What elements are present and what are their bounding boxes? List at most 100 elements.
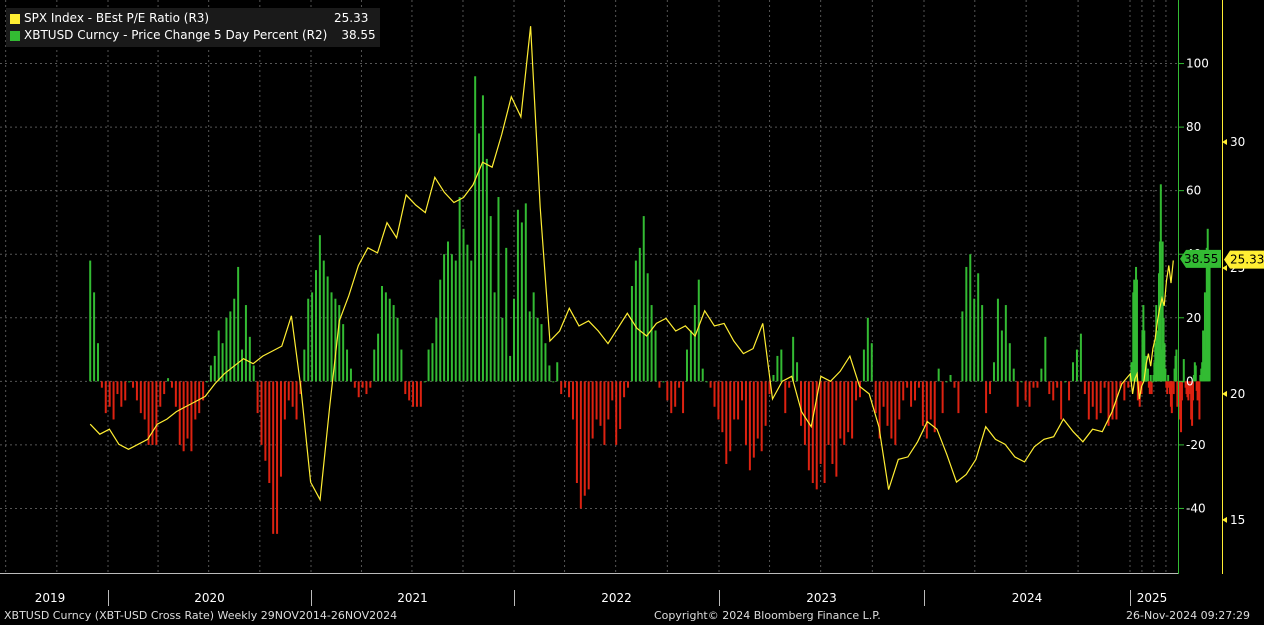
legend-label-pe: SPX Index - BEst P/E Ratio (R3) <box>24 11 210 25</box>
btc-bar <box>392 305 395 382</box>
btc-bar <box>823 381 826 484</box>
btc-bar <box>646 273 649 382</box>
btc-bar <box>1075 349 1078 382</box>
btc-bar <box>268 381 271 484</box>
btc-bar <box>1127 381 1130 388</box>
btc-bars <box>89 76 1211 534</box>
btc-bar <box>603 381 606 445</box>
btc-bar <box>729 381 732 452</box>
btc-bar <box>650 305 653 382</box>
btc-bar <box>965 266 968 382</box>
btc-bar <box>338 305 341 382</box>
btc-bar <box>501 317 504 382</box>
btc-bar <box>132 381 135 388</box>
btc-bar <box>303 349 306 382</box>
btc-bar <box>516 209 519 382</box>
btc-last-value-text: 38.55 <box>1184 252 1218 266</box>
btc-bar <box>638 247 641 382</box>
btc-bar <box>599 381 602 426</box>
btc-bar <box>878 381 881 439</box>
btc-bar <box>619 381 622 429</box>
btc-bar <box>756 381 759 439</box>
btc-bar <box>458 197 461 382</box>
btc-bar <box>744 381 747 445</box>
r3-tick-label: 20 <box>1230 387 1245 401</box>
btc-bar <box>866 317 869 382</box>
btc-bar <box>674 381 677 407</box>
btc-bar <box>910 381 913 407</box>
btc-bar <box>658 381 661 388</box>
btc-bar <box>474 76 477 382</box>
btc-bar <box>780 349 783 382</box>
btc-bar <box>96 343 99 382</box>
btc-bar <box>666 381 669 401</box>
r3-tick-label: 15 <box>1230 513 1245 527</box>
footer-security: XBTUSD Curncy (XBT-USD Cross Rate) Weekl… <box>4 609 398 622</box>
btc-bar <box>104 381 107 414</box>
btc-bar <box>272 381 275 534</box>
btc-bar <box>662 381 665 383</box>
btc-bar <box>1020 381 1023 383</box>
btc-bar <box>100 381 103 388</box>
btc-bar <box>575 381 578 484</box>
legend-value-pe: 25.33 <box>334 11 369 25</box>
btc-bar <box>914 381 917 401</box>
btc-bar <box>902 381 905 401</box>
btc-bar <box>851 381 854 439</box>
btc-bar <box>112 381 115 420</box>
btc-bar <box>536 317 539 382</box>
btc-bar <box>973 298 976 382</box>
btc-bar <box>170 381 173 388</box>
btc-bar <box>532 292 535 382</box>
btc-bar <box>874 381 877 414</box>
btc-bar <box>689 330 692 382</box>
btc-bar <box>264 381 267 461</box>
btc-bar <box>1135 279 1138 382</box>
btc-bar <box>93 292 96 382</box>
btc-bar <box>540 324 543 382</box>
btc-bar <box>233 298 236 382</box>
btc-bar <box>151 381 154 445</box>
btc-bar <box>996 298 999 382</box>
btc-bar <box>858 381 861 398</box>
btc-bar <box>1095 381 1098 420</box>
btc-bar <box>307 298 310 382</box>
btc-bar <box>725 381 728 464</box>
btc-bar <box>827 381 830 445</box>
btc-bar <box>221 343 224 382</box>
btc-bar <box>1198 381 1201 420</box>
btc-bar <box>1191 381 1194 426</box>
btc-bar <box>163 381 166 395</box>
btc-bar <box>322 260 325 382</box>
grid <box>0 0 1178 572</box>
btc-bar <box>295 381 298 420</box>
btc-bar <box>1056 381 1059 388</box>
r3-tick <box>1222 264 1227 271</box>
btc-bar <box>855 381 858 401</box>
btc-bar <box>937 368 940 382</box>
btc-bar <box>1176 381 1179 407</box>
btc-bar <box>520 222 523 382</box>
btc-bar <box>283 381 286 420</box>
btc-bar <box>260 381 263 445</box>
btc-bar <box>941 381 944 414</box>
btc-bar <box>1036 381 1039 388</box>
btc-bar <box>587 381 590 490</box>
btc-bar <box>1203 292 1206 382</box>
btc-bar <box>630 286 633 382</box>
btc-bar <box>493 292 496 382</box>
btc-bar <box>159 381 162 407</box>
btc-bar <box>1182 359 1185 382</box>
btc-bar <box>768 381 771 395</box>
btc-bar <box>701 368 704 382</box>
btc-bar <box>906 381 909 388</box>
btc-bar <box>252 365 255 382</box>
btc-bar <box>244 305 247 382</box>
axes: 100806040200-20-403025201525.3338.552019… <box>0 0 1264 606</box>
btc-bar <box>485 158 488 382</box>
x-year-label: 2025 <box>1137 591 1168 605</box>
btc-bar <box>568 381 571 398</box>
btc-bar <box>1170 381 1173 414</box>
btc-bar <box>1052 381 1055 401</box>
